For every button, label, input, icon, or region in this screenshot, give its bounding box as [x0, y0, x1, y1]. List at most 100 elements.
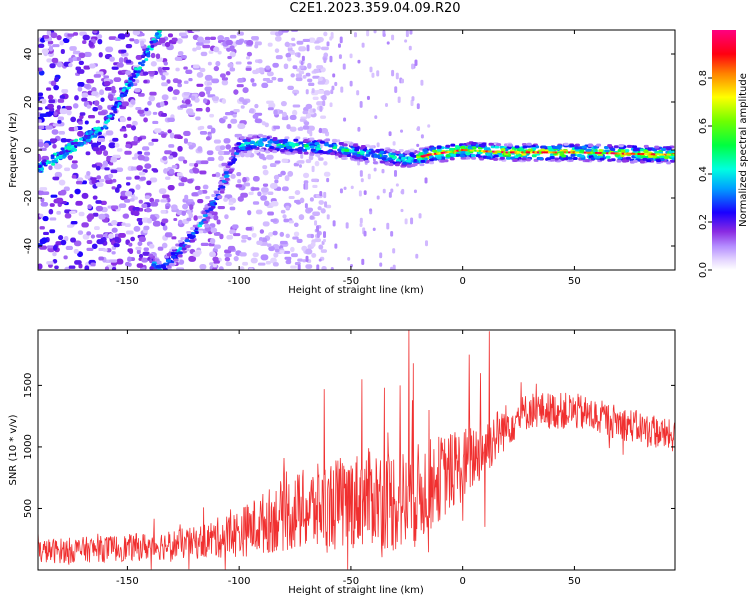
heatmap-cell: [304, 203, 308, 209]
heatmap-cell: [424, 240, 428, 247]
heatmap-cell: [86, 79, 95, 84]
heatmap-cell: [207, 157, 215, 162]
heatmap-cell: [250, 140, 256, 144]
heatmap-cell: [669, 159, 675, 163]
spectrogram-panel: -150 -100 -50 0 50 -40 -20 0 20 40 Height of str…: [8, 29, 676, 296]
heatmap-cell: [267, 191, 274, 195]
heatmap-cell: [149, 177, 158, 183]
heatmap-cell: [288, 196, 295, 200]
heatmap-cell: [357, 126, 361, 132]
heatmap-cell: [284, 41, 290, 48]
heatmap-cell: [237, 123, 246, 129]
heatmap-cell: [64, 167, 71, 172]
heatmap-cell: [607, 144, 613, 148]
heatmap-cell: [308, 155, 314, 161]
y-tick-label: 20: [23, 96, 34, 109]
heatmap-cell: [120, 49, 127, 53]
heatmap-cell: [38, 190, 44, 196]
heatmap-cell: [125, 182, 131, 186]
heatmap-cell: [314, 45, 321, 50]
heatmap-cell: [134, 67, 139, 71]
heatmap-cell: [436, 145, 442, 149]
heatmap-cell: [303, 151, 309, 155]
heatmap-cell: [363, 230, 367, 237]
heatmap-cell: [58, 179, 66, 186]
heatmap-cell: [303, 144, 309, 148]
heatmap-cell: [202, 44, 211, 49]
heatmap-cell: [196, 41, 204, 46]
heatmap-cell: [144, 58, 149, 62]
heatmap-cell: [219, 145, 226, 151]
heatmap-cell: [307, 78, 313, 83]
heatmap-cell: [224, 214, 229, 220]
heatmap-cell: [86, 231, 92, 236]
heatmap-cell: [368, 151, 374, 155]
heatmap-cell: [241, 239, 247, 243]
heatmap-cell: [164, 232, 173, 238]
heatmap-cell: [354, 148, 360, 152]
heatmap-cell: [235, 184, 243, 188]
heatmap-cell: [302, 38, 311, 43]
heatmap-cell: [188, 78, 193, 82]
heatmap-cell: [665, 146, 671, 150]
heatmap-cell: [356, 90, 360, 96]
heatmap-cell: [178, 32, 187, 37]
snr-panel: -150 -100 -50 0 50 500 1000 1500 Height of str…: [8, 329, 676, 596]
heatmap-cell: [66, 109, 72, 116]
heatmap-cell: [302, 125, 310, 130]
heatmap-cell: [59, 151, 64, 155]
heatmap-cell: [634, 147, 640, 151]
heatmap-cell: [81, 97, 88, 102]
heatmap-cell: [318, 157, 324, 161]
heatmap-cell: [144, 195, 151, 200]
heatmap-cell: [300, 60, 304, 66]
heatmap-cell: [297, 148, 303, 152]
heatmap-cell: [486, 156, 492, 160]
heatmap-cell: [281, 158, 289, 163]
heatmap-cell: [154, 128, 162, 133]
heatmap-cell: [189, 236, 195, 240]
heatmap-cell: [420, 79, 424, 86]
heatmap-cell: [259, 148, 265, 152]
heatmap-cell: [78, 121, 83, 125]
heatmap-cell: [193, 162, 199, 168]
heatmap-cell: [114, 187, 120, 193]
heatmap-cell: [415, 253, 419, 259]
heatmap-cell: [195, 45, 202, 51]
heatmap-cell: [419, 163, 425, 167]
y-tick-label: 40: [23, 48, 34, 61]
heatmap-cell: [332, 73, 336, 78]
heatmap-cell: [290, 73, 295, 78]
heatmap-cell: [111, 266, 117, 270]
heatmap-cell: [320, 46, 329, 51]
heatmap-cell: [394, 163, 400, 167]
heatmap-cell: [126, 124, 132, 128]
heatmap-cell: [297, 264, 301, 270]
heatmap-cell: [342, 143, 348, 147]
heatmap-cell: [247, 237, 252, 241]
heatmap-cell: [205, 106, 211, 113]
heatmap-cell: [72, 50, 81, 55]
heatmap-cell: [39, 187, 48, 191]
heatmap-cell: [260, 254, 269, 261]
heatmap-cell: [324, 201, 328, 208]
heatmap-cell: [104, 167, 110, 171]
heatmap-cell: [211, 173, 217, 177]
heatmap-cell: [311, 88, 315, 94]
heatmap-cell: [379, 150, 385, 154]
heatmap-cell: [111, 251, 116, 255]
heatmap-cell: [233, 146, 239, 150]
heatmap-cell: [654, 151, 660, 155]
heatmap-cell: [113, 110, 118, 114]
heatmap-cell: [287, 145, 293, 149]
heatmap-cell: [38, 141, 45, 148]
heatmap-cell: [246, 39, 254, 46]
heatmap-cell: [406, 164, 412, 168]
heatmap-cell: [496, 152, 502, 156]
heatmap-cell: [64, 213, 72, 219]
heatmap-cell: [100, 200, 107, 206]
heatmap-cell: [367, 173, 371, 180]
heatmap-cell: [257, 140, 263, 144]
heatmap-cell: [382, 188, 386, 194]
heatmap-cell: [386, 222, 390, 230]
